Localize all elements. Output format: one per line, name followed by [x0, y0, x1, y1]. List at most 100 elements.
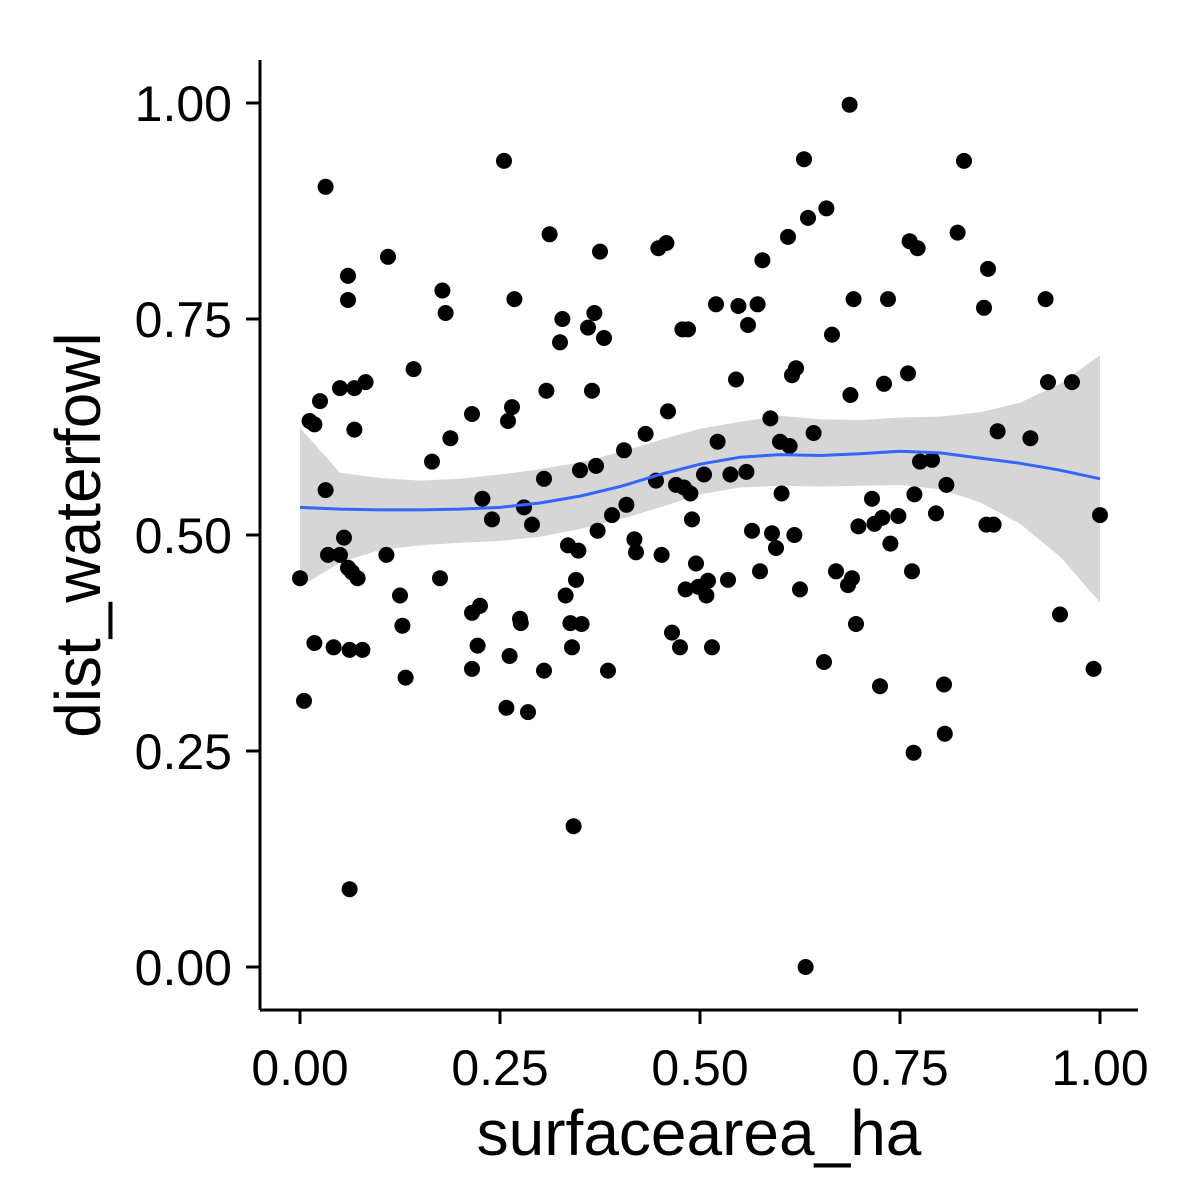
smooth-line-layer — [299, 449, 1101, 512]
data-point — [704, 639, 720, 656]
data-point — [464, 406, 480, 422]
data-point — [340, 267, 356, 284]
data-point — [604, 507, 620, 524]
data-point — [924, 451, 940, 468]
data-point — [818, 200, 835, 217]
data-point — [341, 641, 358, 658]
data-point — [405, 361, 422, 378]
data-point — [484, 511, 500, 528]
data-point — [580, 319, 596, 336]
data-point — [872, 678, 888, 695]
data-point — [989, 423, 1006, 440]
data-point — [1037, 291, 1054, 308]
x-tick-label: 0.75 — [851, 1040, 948, 1096]
data-point — [682, 485, 699, 502]
data-point — [816, 654, 832, 670]
data-point — [500, 413, 516, 429]
data-point — [842, 387, 859, 403]
data-point — [320, 546, 336, 563]
data-point — [536, 662, 552, 679]
data-point — [672, 639, 688, 656]
data-point — [346, 421, 363, 438]
data-point — [949, 224, 966, 241]
data-point — [780, 228, 796, 245]
x-tick-label: 0.00 — [251, 1040, 348, 1096]
data-point — [349, 570, 366, 587]
data-point — [588, 457, 604, 474]
data-point — [805, 425, 822, 441]
data-point — [696, 466, 712, 483]
data-point — [600, 662, 616, 679]
data-point — [720, 571, 736, 588]
data-point — [589, 522, 606, 539]
data-point — [956, 152, 972, 169]
data-point — [637, 425, 654, 442]
data-point — [824, 326, 840, 343]
data-point — [980, 260, 996, 277]
data-point — [506, 291, 523, 308]
data-point — [584, 382, 600, 399]
y-tick-label: 1.00 — [135, 76, 232, 132]
data-point — [380, 248, 396, 265]
data-point — [664, 624, 680, 641]
data-point — [658, 235, 675, 251]
data-point — [845, 291, 862, 308]
data-point — [752, 563, 768, 580]
data-point — [796, 151, 812, 168]
data-point — [504, 399, 520, 416]
data-point — [516, 499, 532, 516]
data-point — [684, 511, 700, 528]
x-tick-label: 1.00 — [1051, 1040, 1148, 1096]
data-point — [570, 542, 587, 559]
data-point — [744, 522, 760, 539]
data-point — [618, 496, 635, 513]
x-axis-ticks: 0.00 0.25 0.50 0.75 1.00 — [251, 1010, 1149, 1096]
x-axis-title: surfacearea_ha — [477, 1097, 922, 1169]
data-point — [762, 410, 779, 427]
data-point — [850, 518, 867, 535]
data-point — [616, 442, 632, 459]
y-axis-ticks: 0.00 0.25 0.50 0.75 1.00 — [135, 76, 260, 996]
data-point — [900, 365, 916, 382]
data-point — [928, 505, 944, 522]
data-point — [1022, 430, 1039, 447]
data-point — [392, 587, 408, 604]
data-point — [564, 639, 580, 656]
data-point — [1064, 374, 1080, 391]
data-point — [357, 374, 374, 391]
data-point — [788, 360, 804, 377]
data-point — [336, 529, 352, 546]
data-point — [626, 531, 643, 548]
data-point — [864, 490, 880, 507]
x-tick-label: 0.50 — [651, 1040, 748, 1096]
data-point — [722, 466, 739, 483]
data-point — [936, 725, 953, 742]
data-point — [464, 660, 480, 677]
data-point — [754, 252, 771, 269]
data-point — [890, 508, 907, 524]
data-point — [424, 453, 440, 470]
data-point — [501, 648, 518, 664]
data-point — [906, 486, 923, 503]
data-point — [880, 291, 896, 308]
data-point — [317, 178, 334, 195]
data-point — [312, 393, 328, 410]
data-point — [332, 380, 348, 397]
data-point — [936, 676, 952, 693]
y-tick-label: 0.75 — [135, 292, 232, 348]
data-point — [496, 152, 512, 169]
data-point — [469, 637, 486, 654]
data-point — [874, 509, 891, 526]
data-point — [474, 490, 491, 507]
data-point — [628, 544, 644, 561]
data-point — [985, 516, 1002, 533]
data-point — [792, 581, 808, 598]
data-point — [557, 587, 574, 604]
data-point — [442, 430, 459, 447]
data-point — [341, 881, 358, 898]
data-point — [848, 616, 864, 632]
data-point — [596, 330, 612, 346]
data-point — [572, 462, 588, 479]
data-point — [905, 744, 922, 761]
